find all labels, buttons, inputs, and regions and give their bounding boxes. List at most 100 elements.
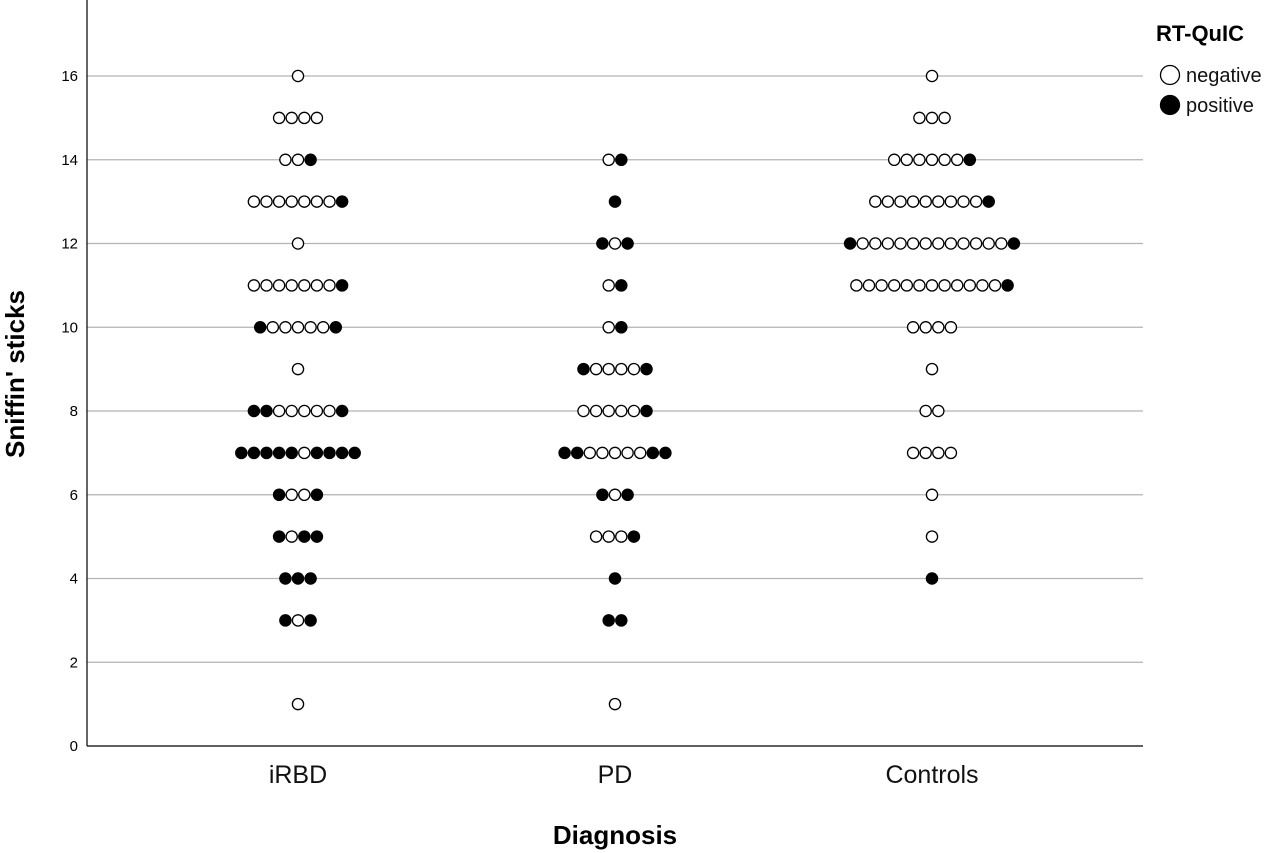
data-point-negative bbox=[925, 530, 939, 543]
data-point-positive bbox=[602, 614, 615, 627]
data-point-negative bbox=[887, 279, 901, 292]
data-point-negative bbox=[615, 530, 628, 543]
data-point-negative bbox=[950, 279, 964, 292]
data-point-negative bbox=[850, 279, 863, 292]
data-point-negative bbox=[310, 111, 324, 125]
data-point-negative bbox=[310, 279, 324, 292]
data-point-negative bbox=[602, 279, 615, 292]
data-point-negative bbox=[887, 153, 901, 167]
data-point-negative bbox=[919, 195, 932, 208]
data-point-negative bbox=[969, 195, 983, 208]
data-point-positive bbox=[279, 614, 292, 627]
data-point-negative bbox=[919, 446, 932, 460]
data-point-negative bbox=[869, 195, 882, 208]
data-point-negative bbox=[944, 446, 958, 460]
data-point-positive bbox=[646, 446, 660, 460]
y-tick-label: 8 bbox=[70, 403, 78, 420]
data-point-positive bbox=[310, 488, 324, 502]
data-point-positive bbox=[329, 321, 343, 334]
data-point-positive bbox=[596, 237, 609, 250]
data-point-negative bbox=[260, 195, 273, 208]
data-point-negative bbox=[589, 404, 603, 418]
data-point-negative bbox=[944, 321, 958, 334]
data-point-positive bbox=[621, 237, 634, 250]
data-point-negative bbox=[272, 404, 286, 418]
data-point-positive bbox=[260, 404, 273, 418]
data-point-positive bbox=[659, 446, 672, 460]
x-category-label: Controls bbox=[885, 761, 978, 789]
y-axis-title: Sniffin' sticks bbox=[0, 290, 30, 458]
data-point-negative bbox=[633, 446, 647, 460]
legend: RT-QuIC negative positive bbox=[1156, 21, 1262, 117]
data-point-positive bbox=[925, 572, 939, 585]
data-point-negative bbox=[323, 195, 336, 208]
data-point-positive bbox=[247, 404, 261, 418]
legend-label-negative: negative bbox=[1186, 65, 1262, 87]
data-point-positive bbox=[260, 446, 273, 460]
data-point-negative bbox=[862, 279, 876, 292]
data-point-positive bbox=[298, 530, 311, 543]
data-point-positive bbox=[596, 488, 609, 502]
data-point-negative bbox=[602, 321, 615, 334]
data-point-positive bbox=[963, 153, 977, 167]
data-point-negative bbox=[608, 237, 622, 250]
data-point-negative bbox=[856, 237, 869, 250]
data-point-negative bbox=[913, 279, 926, 292]
data-point-positive bbox=[608, 572, 622, 585]
data-point-negative bbox=[950, 153, 964, 167]
data-point-negative bbox=[577, 404, 590, 418]
data-point-negative bbox=[881, 195, 895, 208]
data-point-negative bbox=[957, 237, 970, 250]
data-point-positive bbox=[291, 572, 305, 585]
data-point-negative bbox=[925, 111, 939, 125]
data-point-negative bbox=[932, 237, 945, 250]
data-point-negative bbox=[976, 279, 989, 292]
data-point-negative bbox=[608, 446, 622, 460]
data-point-negative bbox=[944, 237, 958, 250]
data-point-positive bbox=[272, 446, 286, 460]
data-point-negative bbox=[602, 153, 615, 167]
data-point-negative bbox=[906, 321, 920, 334]
data-point-negative bbox=[266, 321, 280, 334]
x-category-label: PD bbox=[598, 761, 633, 789]
data-point-negative bbox=[969, 237, 983, 250]
data-point-negative bbox=[285, 404, 298, 418]
data-point-negative bbox=[894, 195, 907, 208]
data-point-negative bbox=[875, 279, 888, 292]
y-tick-label: 14 bbox=[61, 152, 78, 169]
data-point-negative bbox=[615, 362, 628, 376]
data-point-negative bbox=[298, 488, 311, 502]
data-point-negative bbox=[272, 195, 286, 208]
legend-label-positive: positive bbox=[1186, 95, 1254, 117]
data-point-negative bbox=[925, 362, 939, 376]
data-point-negative bbox=[881, 237, 895, 250]
data-point-negative bbox=[906, 195, 920, 208]
data-point-positive bbox=[1001, 279, 1014, 292]
data-point-negative bbox=[323, 279, 336, 292]
y-tick-label: 12 bbox=[61, 236, 78, 253]
data-point-negative bbox=[298, 195, 311, 208]
data-point-negative bbox=[627, 362, 641, 376]
data-point-negative bbox=[627, 404, 641, 418]
data-point-positive bbox=[310, 446, 324, 460]
data-point-negative bbox=[900, 279, 914, 292]
data-point-negative bbox=[913, 153, 926, 167]
y-tick-label: 4 bbox=[70, 571, 78, 588]
data-point-negative bbox=[957, 195, 970, 208]
data-point-negative bbox=[291, 237, 305, 250]
data-point-positive bbox=[615, 614, 628, 627]
data-point-negative bbox=[932, 321, 945, 334]
y-tick-labels: 0 2 4 6 8 10 12 14 16 bbox=[61, 68, 78, 755]
data-point-negative bbox=[963, 279, 977, 292]
data-point-negative bbox=[602, 362, 615, 376]
data-point-negative bbox=[285, 111, 298, 125]
data-point-negative bbox=[310, 195, 324, 208]
data-point-negative bbox=[608, 488, 622, 502]
data-point-negative bbox=[913, 111, 926, 125]
data-point-negative bbox=[925, 69, 939, 83]
data-point-positive bbox=[323, 446, 336, 460]
legend-marker-negative bbox=[1159, 64, 1181, 86]
data-point-negative bbox=[260, 279, 273, 292]
data-point-negative bbox=[291, 153, 305, 167]
